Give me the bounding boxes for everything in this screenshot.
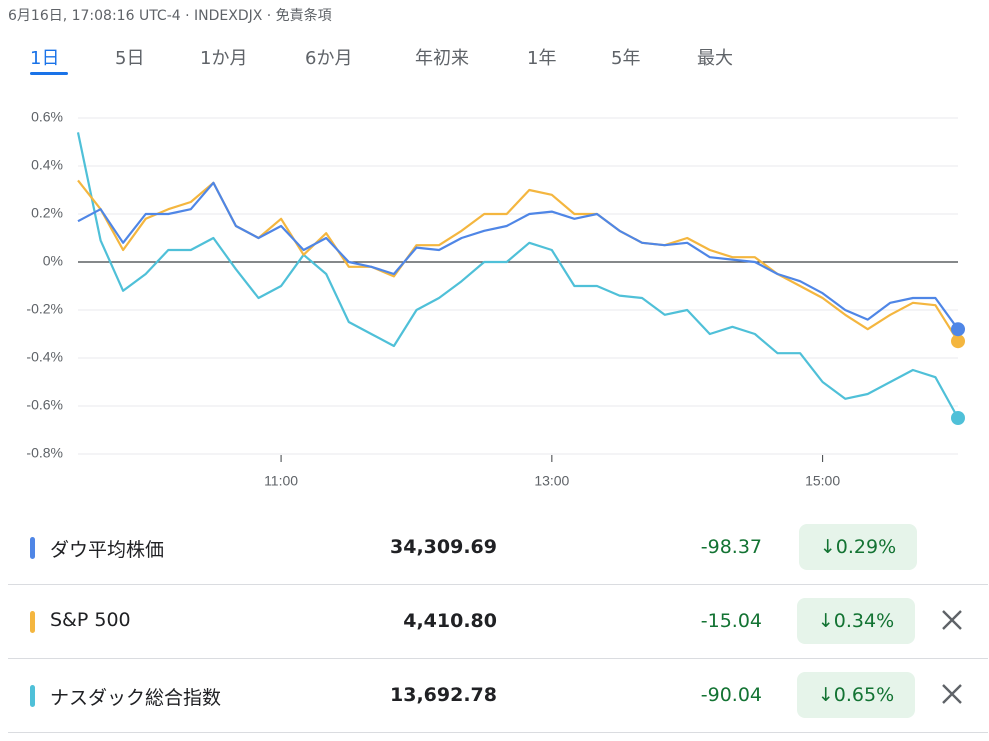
y-tick-label: -0.6% xyxy=(26,397,63,413)
remove-button[interactable] xyxy=(940,608,964,632)
end-dot xyxy=(951,411,965,425)
percent-change: ↓0.34% xyxy=(797,598,915,644)
end-dot xyxy=(951,322,965,337)
tab-indicator xyxy=(30,72,68,75)
remove-button[interactable] xyxy=(940,682,964,706)
index-name: S&P 500 xyxy=(50,609,131,631)
end-dot xyxy=(951,334,965,349)
percent-change: ↓0.29% xyxy=(799,524,917,570)
divider xyxy=(8,658,988,659)
close-icon xyxy=(942,684,962,704)
header: 6月16日, 17:08:16 UTC-4 · INDEXDJX · 免責条項 xyxy=(8,8,332,24)
tab[interactable]: 1日 xyxy=(30,48,60,69)
index-name: ダウ平均株価 xyxy=(50,539,165,561)
divider xyxy=(8,584,988,585)
close-icon xyxy=(942,610,962,630)
y-tick-label: 0.2% xyxy=(31,205,63,221)
color-bar xyxy=(30,537,35,559)
y-tick-label: 0.6% xyxy=(31,109,63,125)
y-tick-label: -0.2% xyxy=(26,301,63,317)
color-bar xyxy=(30,685,35,707)
change: -15.04 xyxy=(700,610,762,632)
y-tick-label: 0.4% xyxy=(31,157,63,173)
chart: 0.6% 0.4% 0.2% 0% -0.2% -0.4% -0.6% -0.8% 11:00 1… xyxy=(26,109,965,489)
tab[interactable]: 1か月 xyxy=(200,48,248,69)
price: 13,692.78 xyxy=(390,684,497,706)
tab[interactable]: 6か月 xyxy=(305,48,353,69)
color-bar xyxy=(30,611,35,633)
x-tick-label: 15:00 xyxy=(805,473,840,489)
x-tick-label: 13:00 xyxy=(534,473,569,489)
tab[interactable]: 5年 xyxy=(611,48,641,69)
divider xyxy=(8,732,988,733)
percent-change: ↓0.65% xyxy=(797,672,915,718)
tab[interactable]: 1年 xyxy=(527,48,557,69)
price: 34,309.69 xyxy=(390,536,497,558)
tab[interactable]: 最大 xyxy=(697,48,733,69)
change: -98.37 xyxy=(700,536,762,558)
index-name: ナスダック総合指数 xyxy=(50,687,222,709)
series-line xyxy=(76,132,959,419)
y-tick-label: 0% xyxy=(43,253,63,269)
change: -90.04 xyxy=(700,684,762,706)
tab[interactable]: 5日 xyxy=(115,48,145,69)
tab[interactable]: 年初来 xyxy=(415,48,469,69)
y-tick-label: -0.4% xyxy=(26,349,63,365)
series-line xyxy=(77,179,959,342)
x-tick-label: 11:00 xyxy=(264,473,298,489)
series-line xyxy=(77,181,959,330)
y-tick-label: -0.8% xyxy=(26,445,63,461)
price: 4,410.80 xyxy=(403,610,497,632)
